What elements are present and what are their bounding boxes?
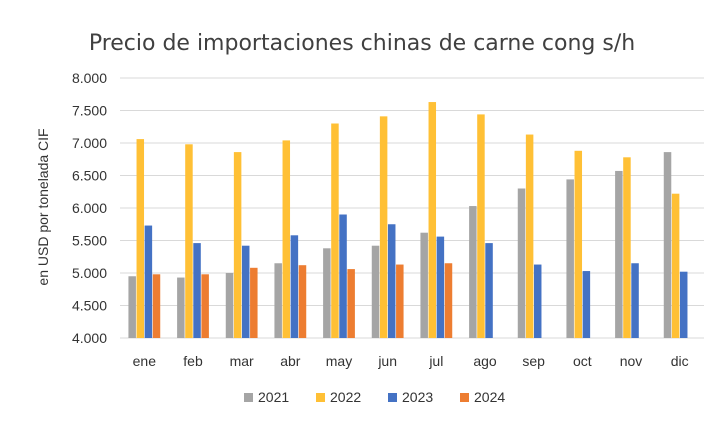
bar-2024-ene [152, 274, 161, 338]
bar-2021-nov [615, 170, 623, 338]
y-tick-label: 8.000 [72, 70, 107, 86]
y-tick-label: 7.500 [72, 103, 107, 119]
bar-2022-abr [282, 140, 291, 338]
y-tick-label: 5.000 [72, 265, 107, 281]
bar-2024-jun [396, 264, 404, 338]
bar-2021-may [323, 248, 331, 338]
legend-swatch-2022 [316, 393, 325, 402]
bar-2023-nov [631, 263, 639, 338]
x-tick-label: abr [280, 353, 301, 369]
y-tick-label: 4.500 [72, 298, 107, 314]
bar-2021-sep [517, 188, 526, 338]
bar-2023-abr [290, 235, 299, 338]
bar-2022-oct [574, 150, 583, 338]
bar-2023-ene [144, 225, 153, 338]
x-tick-label: jun [377, 353, 397, 369]
x-tick-label: nov [620, 353, 643, 369]
bar-2022-feb [185, 144, 193, 338]
y-axis-label: en USD por tonelada CIF [35, 128, 51, 285]
x-tick-label: jul [428, 353, 443, 369]
y-tick-label: 6.000 [72, 200, 107, 216]
bar-2021-dic [663, 152, 672, 338]
bar-2022-ene [136, 139, 145, 338]
bar-2023-jun [387, 224, 396, 338]
bar-2022-sep [525, 134, 534, 338]
bar-2021-mar [225, 273, 234, 338]
x-tick-label: oct [573, 353, 592, 369]
y-tick-label: 6.500 [72, 168, 107, 184]
bar-2021-ene [128, 276, 136, 338]
bar-2024-jul [444, 263, 453, 338]
legend-swatch-2021 [244, 393, 253, 402]
bar-2024-may [347, 269, 355, 338]
bar-2021-oct [566, 179, 574, 338]
bar-2022-mar [233, 152, 242, 338]
bar-2024-abr [298, 265, 307, 338]
legend-swatch-2024 [460, 393, 469, 402]
bar-2021-ago [469, 206, 477, 338]
y-tick-label: 4.000 [72, 330, 107, 346]
y-tick-label: 7.000 [72, 135, 107, 151]
bar-2023-jul [436, 236, 445, 338]
bars [128, 102, 688, 339]
x-tick-label: may [326, 353, 352, 369]
x-tick-label: ago [473, 353, 497, 369]
bar-2023-dic [679, 271, 688, 338]
bar-2024-feb [201, 274, 209, 338]
bar-2022-dic [671, 193, 680, 338]
bar-2021-jul [420, 232, 428, 338]
bar-2023-may [339, 214, 347, 338]
legend: 2021 2022 2023 2024 [244, 389, 505, 405]
bar-2022-may [331, 123, 339, 338]
chart-title: Precio de importaciones chinas de carne … [89, 31, 635, 56]
bar-2023-feb [193, 243, 201, 338]
y-axis-ticks: 4.000 4.500 5.000 5.500 6.000 6.500 7.000 7.500… [72, 70, 107, 346]
x-tick-label: sep [522, 353, 545, 369]
y-tick-label: 5.500 [72, 233, 107, 249]
bar-2022-jul [428, 102, 437, 338]
bar-2021-abr [274, 263, 282, 338]
bar-2023-ago [485, 243, 493, 338]
x-tick-label: ene [133, 353, 157, 369]
legend-label: 2023 [402, 389, 433, 405]
x-tick-label: dic [671, 353, 689, 369]
bar-2023-mar [241, 245, 250, 338]
bar-2023-oct [582, 271, 591, 338]
bar-2022-ago [477, 114, 485, 339]
bar-2021-jun [371, 245, 380, 338]
bar-2022-jun [379, 116, 388, 338]
bar-2023-sep [533, 264, 542, 338]
legend-label: 2024 [474, 389, 505, 405]
legend-swatch-2023 [388, 393, 397, 402]
legend-label: 2022 [330, 389, 361, 405]
x-tick-label: mar [230, 353, 254, 369]
bar-2024-mar [250, 267, 258, 338]
x-axis-ticks: ene feb mar abr may jun jul ago sep oct nov dic [133, 353, 689, 369]
bar-2021-feb [177, 277, 185, 338]
bar-2022-nov [623, 157, 631, 338]
gridlines [120, 77, 704, 339]
x-tick-label: feb [183, 353, 203, 369]
legend-label: 2021 [258, 389, 289, 405]
